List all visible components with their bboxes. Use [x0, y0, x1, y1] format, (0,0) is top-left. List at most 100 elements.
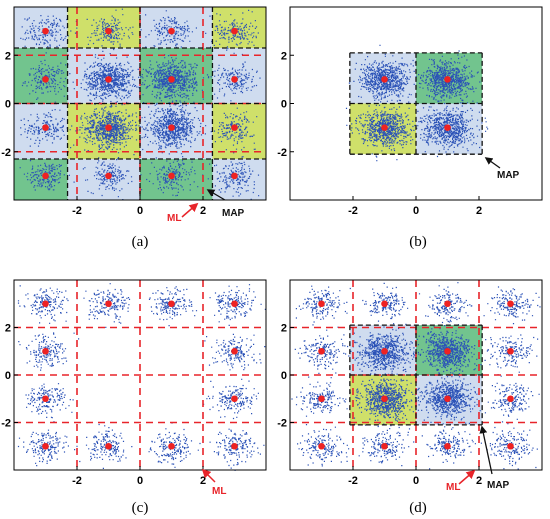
map-arrow: [484, 157, 501, 169]
ml-arrow: [458, 469, 476, 485]
symbol-center-point: [231, 300, 238, 308]
symbol-center-point: [507, 300, 514, 308]
symbol-center-point: [444, 76, 451, 83]
x-tick-label: 0: [137, 475, 143, 487]
scatter-points-d: [291, 282, 541, 470]
symbol-center-point: [444, 442, 451, 450]
y-tick-label: 2: [5, 323, 11, 335]
y-tick-label: -2: [277, 418, 287, 430]
y-tick-label: 0: [281, 370, 287, 382]
symbol-center-point: [231, 172, 238, 180]
y-tick-label: 0: [5, 99, 11, 111]
scatter-points-c: [17, 283, 267, 471]
x-tick-label: 2: [200, 205, 206, 217]
symbol-center-point: [444, 395, 451, 403]
symbol-center-point: [42, 300, 49, 308]
symbol-center-point: [318, 395, 325, 403]
symbol-center-point: [381, 395, 388, 403]
x-tick-label: 0: [137, 205, 143, 217]
y-tick-label: -2: [1, 147, 11, 159]
decision-region: [67, 7, 140, 49]
panel-c: -2 0 2 2 0 -2 ML (c): [1, 279, 267, 516]
symbol-center-point: [231, 76, 238, 83]
symbol-center-point: [168, 172, 175, 180]
symbol-center-point: [168, 442, 175, 450]
symbol-center-point: [444, 124, 451, 131]
ml-boundaries-c: [14, 280, 266, 470]
scatter-samples: [345, 44, 489, 162]
symbol-center-point: [42, 124, 49, 131]
symbol-center-point: [507, 347, 514, 355]
symbol-center-point: [42, 347, 49, 355]
map-arrow: [206, 189, 226, 201]
x-tick-label: -2: [348, 475, 358, 487]
symbol-center-point: [231, 124, 238, 131]
symbol-center-point: [105, 442, 112, 450]
decision-region: [14, 7, 68, 49]
ml-label: ML: [167, 213, 181, 224]
symbol-center-point: [444, 300, 451, 308]
y-tick-label: 2: [5, 50, 11, 62]
x-tick-label: 0: [413, 205, 419, 217]
ml-arrow: [181, 202, 199, 218]
ml-label: ML: [446, 482, 460, 493]
scatter-points-b: [345, 44, 489, 162]
symbol-center-point: [381, 76, 388, 83]
symbol-center-point: [381, 347, 388, 355]
symbol-center-point: [231, 27, 238, 35]
symbol-center-point: [168, 27, 175, 35]
x-tick-label: -2: [348, 205, 358, 217]
symbol-center-point: [381, 300, 388, 308]
scatter-samples: [291, 282, 541, 470]
caption-d: (d): [409, 500, 427, 516]
symbol-center-point: [168, 124, 175, 131]
symbol-center-point: [42, 172, 49, 180]
y-tick-label: -2: [277, 147, 287, 159]
symbol-center-point: [318, 442, 325, 450]
symbol-center-point: [168, 76, 175, 83]
x-tick-label: 2: [200, 475, 206, 487]
symbol-center-point: [42, 395, 49, 403]
symbol-center-point: [231, 347, 238, 355]
symbol-centers-d: [318, 300, 514, 450]
symbol-center-point: [381, 442, 388, 450]
map-boundaries-d: [349, 324, 483, 426]
symbol-centers-c: [42, 300, 238, 450]
x-tick-label: 0: [413, 475, 419, 487]
symbol-center-point: [168, 300, 175, 308]
ml-arrow: [201, 468, 216, 483]
symbol-center-point: [42, 442, 49, 450]
annotations-b: MAP: [484, 157, 520, 181]
symbol-centers-b: [381, 76, 451, 131]
symbol-center-point: [318, 300, 325, 308]
tick-marks-b: [290, 54, 480, 200]
panel-b: -2 0 2 2 0 -2 MAP (b): [277, 6, 543, 250]
symbol-center-point: [42, 76, 49, 83]
decision-region: [212, 48, 266, 104]
symbol-center-point: [105, 76, 112, 83]
y-tick-label: -2: [1, 418, 11, 430]
symbol-center-point: [105, 27, 112, 35]
symbol-center-point: [318, 347, 325, 355]
symbol-center-point: [507, 395, 514, 403]
scatter-points-a: [19, 8, 261, 201]
decision-region: [14, 103, 68, 159]
map-arrow: [479, 425, 493, 475]
ml-label: ML: [212, 486, 226, 497]
symbol-centers-a: [42, 27, 238, 180]
y-tick-label: 0: [5, 370, 11, 382]
panel-a: -2 0 2 2 0 -2 ML MAP (a): [1, 6, 267, 250]
panel-d: -2 0 2 2 0 -2 ML MAP (d): [277, 279, 543, 516]
map-label: MAP: [222, 208, 245, 219]
x-tick-label: -2: [72, 475, 82, 487]
decision-region: [212, 103, 266, 159]
x-tick-label: 2: [476, 205, 482, 217]
map-boundaries-a: [14, 7, 266, 200]
annotations-c: ML: [201, 468, 226, 497]
symbol-center-point: [42, 27, 49, 35]
tick-marks-a: [14, 54, 204, 200]
caption-a: (a): [132, 234, 149, 250]
scatter-samples: [19, 8, 261, 201]
symbol-center-point: [231, 395, 238, 403]
x-tick-label: -2: [72, 205, 82, 217]
